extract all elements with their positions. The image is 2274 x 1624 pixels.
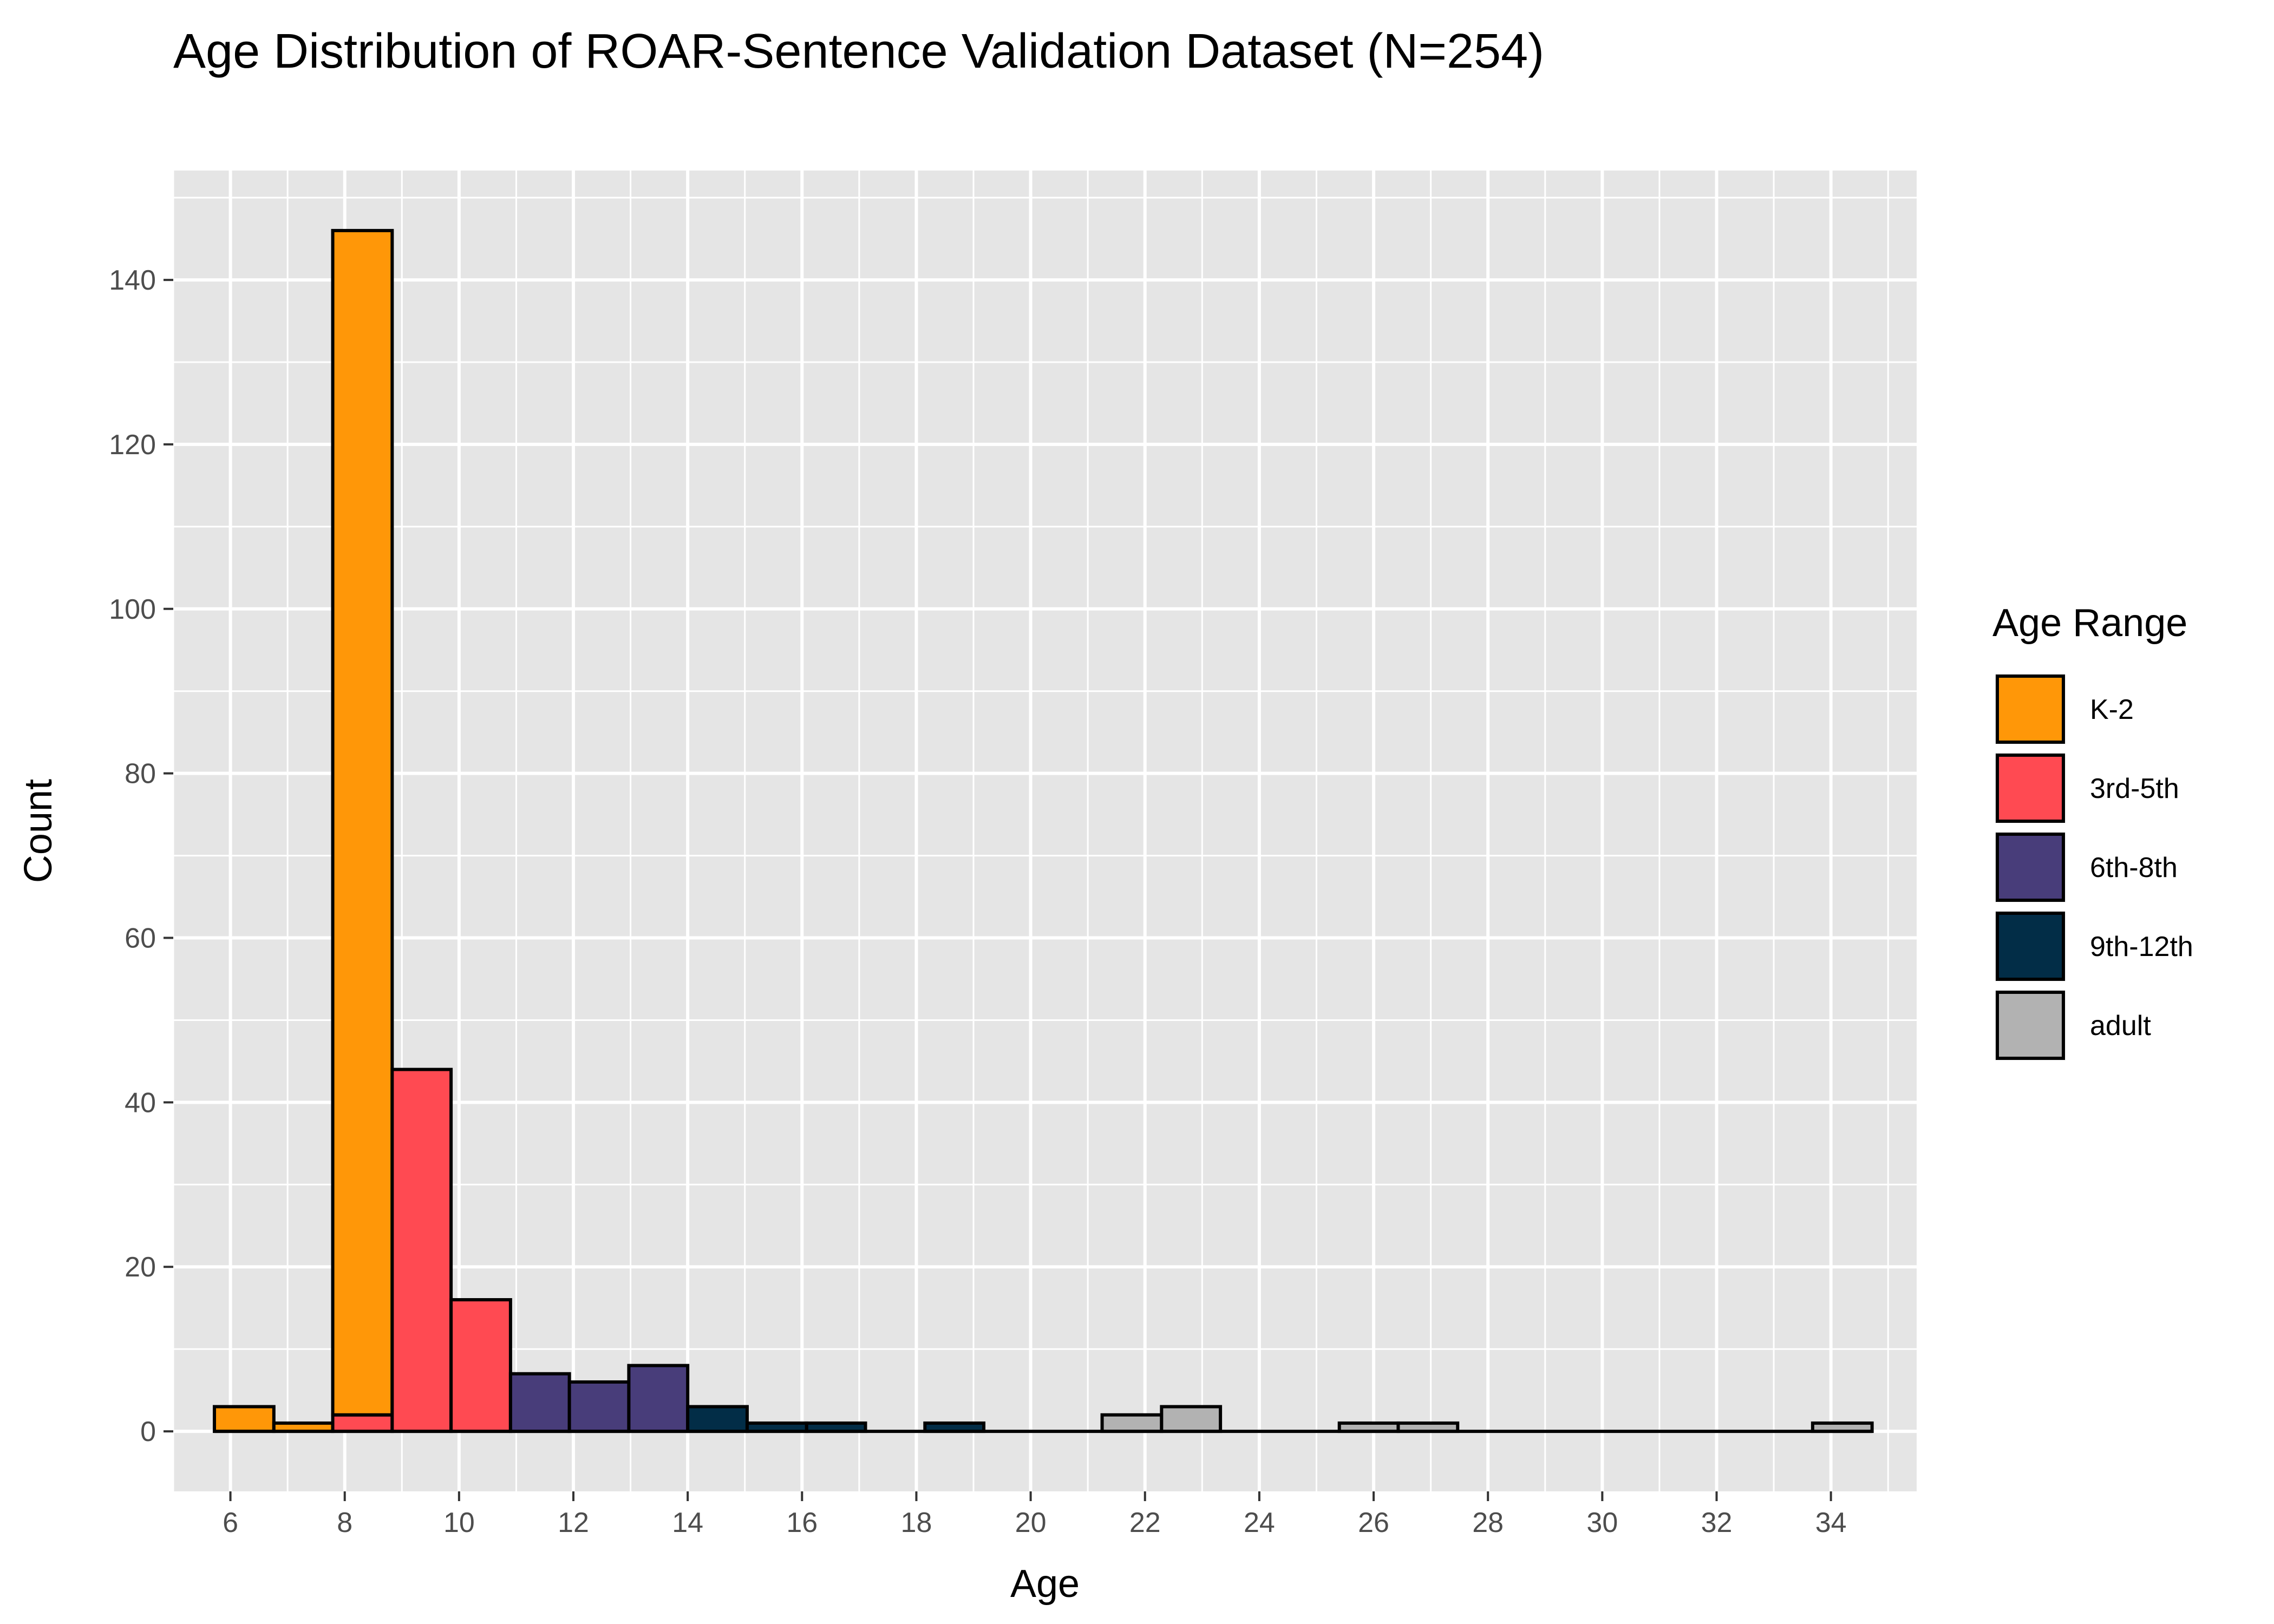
- y-tick-label: 80: [125, 758, 156, 790]
- legend-title: Age Range: [1992, 601, 2187, 645]
- x-tick-label: 6: [223, 1507, 238, 1538]
- x-tick-label: 8: [337, 1507, 352, 1538]
- histogram-bar: [213, 1405, 276, 1433]
- legend-label: adult: [2090, 1010, 2151, 1042]
- y-tick-label: 120: [109, 429, 156, 461]
- x-tick-label: 26: [1358, 1507, 1389, 1538]
- legend-label: 9th-12th: [2090, 931, 2193, 962]
- legend-key: [1996, 912, 2065, 981]
- x-tick-label: 20: [1015, 1507, 1047, 1538]
- legend-key: [1996, 833, 2065, 902]
- legend-key: [1996, 675, 2065, 744]
- histogram-bar: [686, 1405, 749, 1433]
- histogram-bar: [567, 1380, 631, 1433]
- histogram-bar: [449, 1298, 512, 1433]
- histogram-bar: [627, 1364, 690, 1433]
- legend-key: [1996, 754, 2065, 823]
- histogram-bar: [508, 1372, 571, 1433]
- y-tick-label: 100: [109, 594, 156, 625]
- chart-title: Age Distribution of ROAR-Sentence Valida…: [173, 24, 1544, 78]
- y-tick-label: 20: [125, 1252, 156, 1283]
- y-axis-title: Count: [17, 779, 60, 883]
- bars: [213, 228, 1874, 1433]
- x-tick-label: 28: [1472, 1507, 1504, 1538]
- x-tick-label: 22: [1129, 1507, 1161, 1538]
- x-tick-label: 24: [1244, 1507, 1275, 1538]
- legend-label: 3rd-5th: [2090, 773, 2179, 804]
- x-tick-label: 16: [786, 1507, 818, 1538]
- legend: Age Range K-2 3rd-5th 6th-8th 9th-12th adult: [1992, 601, 2193, 1060]
- x-axis: 6 8 10 12 14 16 18 20 22 24 26 28 30 32 34: [223, 1491, 1847, 1538]
- y-tick-label: 40: [125, 1087, 156, 1118]
- x-tick-label: 30: [1586, 1507, 1618, 1538]
- legend-label: 6th-8th: [2090, 852, 2178, 883]
- histogram-bar: [390, 1068, 453, 1433]
- x-tick-label: 10: [443, 1507, 475, 1538]
- histogram-bar: [331, 228, 394, 1417]
- x-tick-label: 34: [1815, 1507, 1847, 1538]
- histogram-bar: [1160, 1405, 1223, 1433]
- y-tick-label: 0: [140, 1416, 156, 1448]
- x-axis-title: Age: [1010, 1562, 1080, 1606]
- histogram-bar: [1100, 1413, 1164, 1433]
- x-tick-label: 32: [1701, 1507, 1733, 1538]
- x-tick-label: 18: [901, 1507, 932, 1538]
- legend-key: [1996, 991, 2065, 1060]
- plot-panel: [173, 171, 1917, 1491]
- x-tick-label: 14: [672, 1507, 703, 1538]
- histogram-bar: [331, 1413, 394, 1433]
- legend-label: K-2: [2090, 694, 2134, 725]
- y-axis: 0 20 40 60 80 100 120 140: [109, 265, 173, 1448]
- y-tick-label: 140: [109, 265, 156, 296]
- grid-minor: [172, 171, 1917, 1491]
- x-tick-label: 12: [558, 1507, 589, 1538]
- y-tick-label: 60: [125, 923, 156, 954]
